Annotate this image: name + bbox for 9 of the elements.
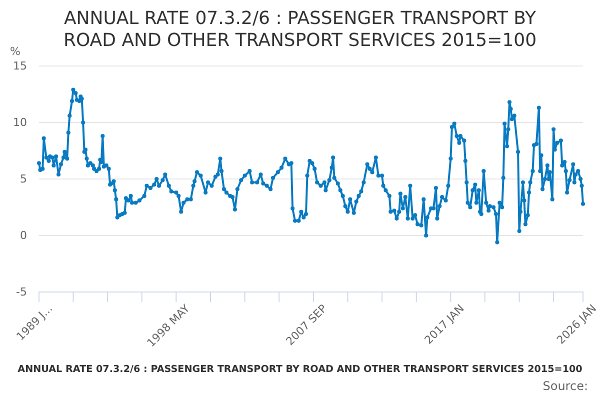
y-tick-label: 10 — [13, 116, 27, 130]
y-tick-label: -5 — [16, 286, 27, 299]
y-tick-label: 15 — [13, 60, 27, 73]
y-tick-label: 0 — [20, 229, 27, 242]
text: ANNUAL RATE 07.3.2/6 : PASSENGER TRANSPORT BY ROAD AND OTHER TRANSPORT SERVICES 2015=100 — [18, 364, 583, 375]
chart-title: ANNUAL RATE 07.3.2/6 : PASSENGER TRANSPORT BY ROAD AND OTHER TRANSPORT SERVICES 2015=100 — [63, 8, 538, 51]
source-note: Source: — [542, 379, 588, 393]
y-axis-title: % — [10, 45, 20, 58]
y-tick-label: 5 — [20, 172, 27, 186]
